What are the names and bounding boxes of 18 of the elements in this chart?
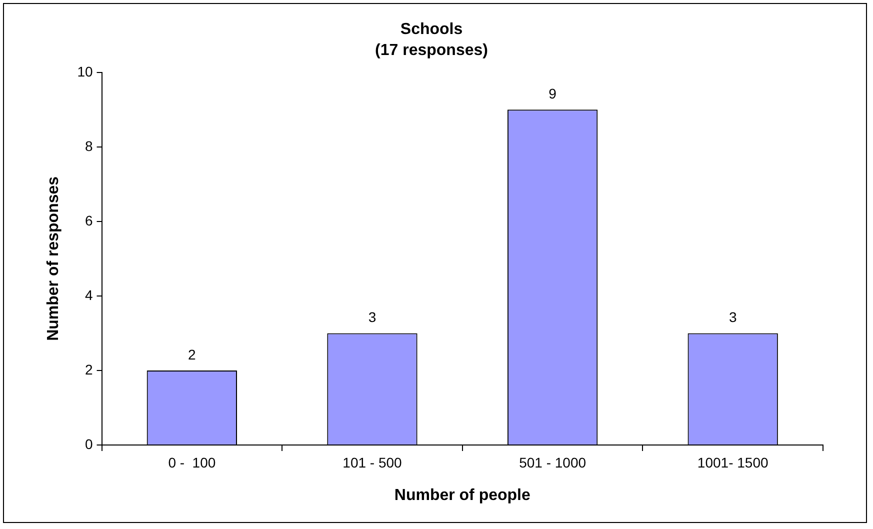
x-tick-label: 1001- 1500 (697, 454, 768, 470)
data-label: 3 (368, 309, 376, 326)
y-tick-label: 10 (77, 63, 93, 80)
data-label: 2 (188, 346, 196, 362)
y-tick-label: 6 (84, 212, 93, 228)
data-label: 3 (728, 309, 737, 326)
x-axis-title: Number of people (394, 486, 530, 504)
chart-subtitle: (17 responses) (375, 42, 488, 60)
y-axis-title: Number of responses (45, 176, 62, 341)
y-tick-label: 2 (84, 361, 93, 378)
y-tick-label: 4 (84, 286, 93, 303)
x-tick-label: 501 - 1000 (519, 454, 586, 470)
x-tick-label: 101 - 500 (342, 454, 402, 470)
y-tick-label: 0 (84, 436, 93, 452)
y-tick-label: 8 (84, 138, 93, 154)
data-label: 9 (548, 86, 557, 102)
x-tick-label: 0 - 100 (168, 454, 216, 470)
chart-title: Schools (400, 21, 463, 38)
